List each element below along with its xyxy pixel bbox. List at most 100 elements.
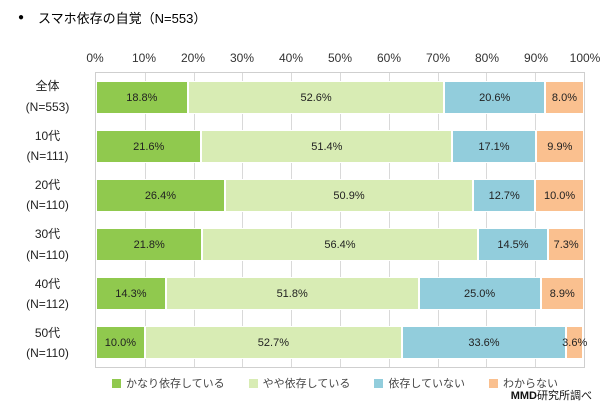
bar-segment: 14.3% bbox=[96, 277, 166, 310]
value-label: 50.9% bbox=[333, 189, 365, 202]
bar-row: 26.4% 50.9% 12.7% 10.0% bbox=[96, 171, 584, 220]
gridline bbox=[437, 73, 439, 367]
x-tick-label: 50% bbox=[327, 51, 353, 65]
bullet-icon: ● bbox=[18, 12, 25, 23]
category-name: 全体 bbox=[35, 79, 60, 94]
x-tick-label: 60% bbox=[376, 51, 402, 65]
category-n: (N=111) bbox=[26, 148, 69, 163]
value-label: 20.6% bbox=[479, 91, 511, 104]
bar-segment: 9.9% bbox=[535, 130, 584, 163]
bar-segment: 51.8% bbox=[165, 277, 419, 310]
chart-area: 全体 (N=553) 10代 (N=111) 20代 (N=110) 30代 (N=110) 4… bbox=[0, 72, 587, 368]
bar-row: 18.8% 52.6% 20.6% 8.0% bbox=[96, 73, 584, 122]
category-name: 40代 bbox=[34, 276, 61, 291]
chart-title: ● スマホ依存の自覚（N=553） bbox=[18, 8, 206, 27]
value-label: 8.0% bbox=[551, 91, 577, 104]
category-name: 50代 bbox=[34, 325, 61, 340]
x-tick-label: 0% bbox=[86, 51, 104, 65]
legend-swatch-icon bbox=[248, 378, 258, 388]
bar-segment: 52.6% bbox=[187, 81, 445, 114]
legend-label: わからない bbox=[503, 378, 558, 390]
bar-segment: 18.8% bbox=[96, 81, 188, 114]
category-name: 10代 bbox=[34, 128, 61, 143]
bar-segment: 20.6% bbox=[444, 81, 545, 114]
bar-segment: 10.0% bbox=[96, 326, 145, 359]
bar-segment: 33.6% bbox=[401, 326, 566, 359]
value-label: 51.4% bbox=[311, 140, 343, 153]
bar-segment: 21.6% bbox=[96, 130, 202, 163]
stacked-bar: 21.6% 51.4% 17.1% 9.9% bbox=[96, 130, 584, 163]
x-tick-label: 80% bbox=[474, 51, 500, 65]
bar-row: 21.6% 51.4% 17.1% 9.9% bbox=[96, 122, 584, 171]
value-label: 8.9% bbox=[549, 287, 575, 300]
gridline bbox=[486, 73, 488, 367]
stacked-bar: 14.3% 51.8% 25.0% 8.9% bbox=[96, 277, 584, 310]
legend-swatch-icon bbox=[111, 378, 121, 388]
legend-item: やや依存している bbox=[248, 375, 351, 391]
value-label: 26.4% bbox=[144, 189, 177, 202]
gridline bbox=[242, 73, 244, 367]
legend-label: かなり依存している bbox=[125, 378, 225, 390]
category-label: 20代 (N=110) bbox=[0, 171, 95, 220]
plot-area: 18.8% 52.6% 20.6% 8.0% 21.6% 51.4% 17.1% 9.9% 26… bbox=[95, 72, 587, 368]
value-label: 18.8% bbox=[126, 91, 158, 104]
category-label: 40代 (N=112) bbox=[0, 269, 95, 318]
category-label: 50代 (N=110) bbox=[0, 319, 95, 368]
gridline bbox=[340, 73, 341, 367]
x-tick-label: 100% bbox=[569, 51, 600, 65]
value-label: 25.0% bbox=[463, 287, 496, 300]
value-label: 56.4% bbox=[324, 238, 356, 251]
category-label: 30代 (N=110) bbox=[0, 220, 95, 269]
source-rest: 研究所調べ bbox=[537, 390, 592, 402]
bar-row: 14.3% 51.8% 25.0% 8.9% bbox=[96, 269, 584, 318]
bar-segment: 10.0% bbox=[535, 179, 584, 212]
bar-row: 21.8% 56.4% 14.5% 7.3% bbox=[96, 220, 584, 269]
category-label: 10代 (N=111) bbox=[0, 121, 95, 170]
bar-row: 10.0% 52.7% 33.6% 3.6% bbox=[96, 318, 587, 367]
bar-segment: 8.0% bbox=[544, 81, 584, 114]
legend-item: かなり依存している bbox=[111, 375, 225, 391]
bar-segment: 26.4% bbox=[96, 179, 225, 212]
x-axis: 0% 10% 20% 30% 40% 50% 60% 70% 80% 90% 100% bbox=[86, 51, 600, 67]
x-tick-label: 40% bbox=[278, 51, 304, 65]
legend-item: わからない bbox=[489, 375, 558, 391]
bar-segment: 7.3% bbox=[548, 228, 584, 261]
value-label: 10.0% bbox=[104, 336, 136, 349]
source-bold: MMD bbox=[510, 390, 537, 402]
category-n: (N=112) bbox=[26, 296, 69, 311]
value-label: 3.6% bbox=[562, 336, 588, 349]
gridline bbox=[388, 73, 390, 367]
value-label: 52.6% bbox=[300, 91, 332, 104]
bar-segment: 50.9% bbox=[224, 179, 474, 212]
value-label: 17.1% bbox=[478, 140, 510, 153]
category-n: (N=110) bbox=[26, 198, 69, 213]
stacked-bar: 18.8% 52.6% 20.6% 8.0% bbox=[96, 81, 584, 114]
bar-segment: 8.9% bbox=[540, 277, 584, 310]
category-labels: 全体 (N=553) 10代 (N=111) 20代 (N=110) 30代 (N=110) 4… bbox=[0, 72, 95, 368]
stacked-bar: 26.4% 50.9% 12.7% 10.0% bbox=[96, 179, 584, 212]
bar-segment: 17.1% bbox=[452, 130, 536, 163]
x-tick-label: 70% bbox=[425, 51, 451, 65]
legend-swatch-icon bbox=[374, 378, 384, 388]
gridline bbox=[535, 73, 537, 367]
value-label: 21.6% bbox=[133, 140, 165, 153]
bar-segment: 56.4% bbox=[202, 228, 478, 261]
category-label: 全体 (N=553) bbox=[0, 72, 95, 121]
value-label: 21.8% bbox=[133, 238, 165, 251]
category-name: 30代 bbox=[34, 227, 61, 242]
x-tick-label: 90% bbox=[523, 51, 549, 65]
bar-rows: 18.8% 52.6% 20.6% 8.0% 21.6% 51.4% 17.1% 9.9% 26… bbox=[96, 73, 587, 367]
legend: かなり依存している やや依存している 依存していない わからない bbox=[85, 375, 585, 391]
x-tick-label: 10% bbox=[131, 51, 157, 65]
source-credit: MMD研究所調べ bbox=[511, 387, 592, 403]
value-label: 14.5% bbox=[497, 238, 529, 251]
legend-label: 依存していない bbox=[388, 378, 465, 390]
chart-title-text: スマホ依存の自覚（N=553） bbox=[38, 11, 207, 26]
category-n: (N=110) bbox=[26, 247, 69, 262]
value-label: 51.8% bbox=[276, 287, 308, 300]
bar-segment: 3.6% bbox=[562, 326, 587, 359]
bar-segment: 25.0% bbox=[418, 277, 541, 310]
legend-label: やや依存している bbox=[262, 378, 351, 390]
gridlines bbox=[96, 73, 584, 367]
x-tick-label: 30% bbox=[229, 51, 255, 65]
